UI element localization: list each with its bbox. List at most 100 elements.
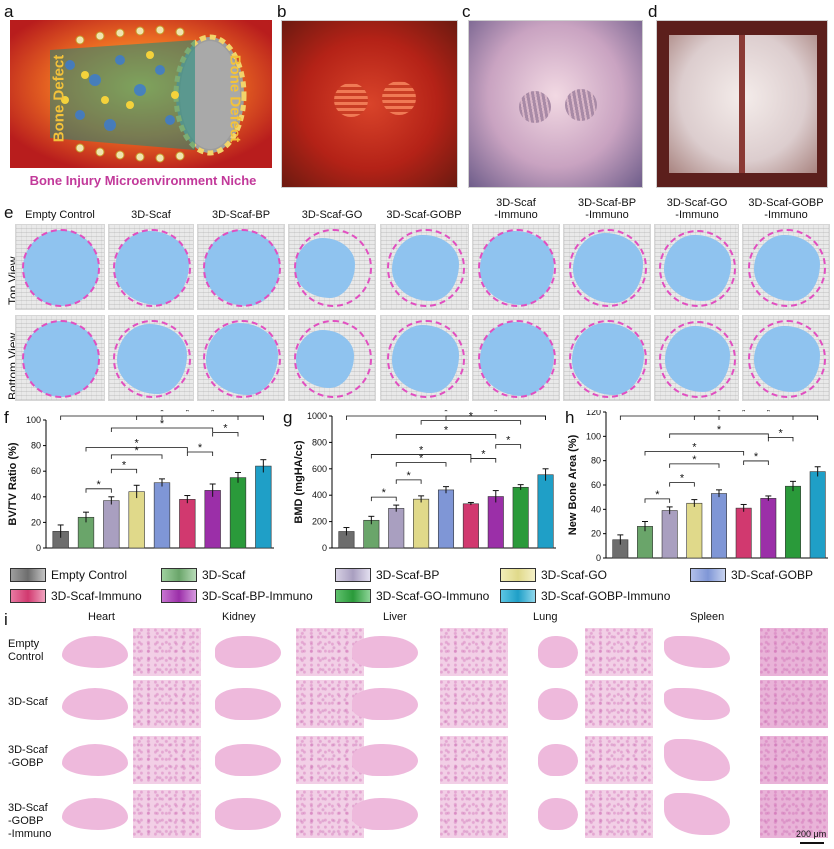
bar xyxy=(179,499,196,549)
histology-magnified-section xyxy=(440,628,508,676)
organ-label-liver: Liver xyxy=(383,611,407,623)
histology-whole-section xyxy=(62,744,128,776)
y-tick-label: 1000 xyxy=(307,411,327,421)
y-tick-label: 100 xyxy=(26,415,41,425)
explanted-skull-photo xyxy=(656,20,828,188)
significance-star: * xyxy=(444,425,449,437)
schematic-bone-niche: Bone Defect Bone Defect Bone Injury Micr… xyxy=(10,20,272,192)
y-tick-label: 20 xyxy=(591,529,601,539)
defect-outline xyxy=(569,229,647,307)
defect-outline xyxy=(386,229,465,307)
organ-label-lung: Lung xyxy=(533,611,558,623)
surgery-photo-implant xyxy=(281,20,458,188)
defect-outline xyxy=(113,229,191,307)
y-tick-label: 40 xyxy=(591,504,601,514)
histology-magnified-section xyxy=(440,790,508,838)
y-tick-label: 60 xyxy=(31,466,41,476)
significance-bracket xyxy=(669,463,720,468)
bar xyxy=(487,496,504,549)
col-label-3d-scaf-bp-immuno: 3D-Scaf-BP -Immuno xyxy=(577,197,637,221)
organ-label-heart: Heart xyxy=(88,611,115,623)
significance-star: * xyxy=(717,424,722,436)
legend-label: 3D-Scaf xyxy=(202,568,246,582)
histology-magnified-section xyxy=(133,628,201,676)
col-label-empty-control: Empty Control xyxy=(25,209,95,221)
histology-whole-section xyxy=(664,688,730,720)
bone-defect-right-label: Bone Defect xyxy=(226,54,244,143)
significance-bracket xyxy=(470,458,497,463)
legend-item: 3D-Scaf-GO xyxy=(500,568,607,582)
defect-outline xyxy=(22,229,100,307)
bar xyxy=(537,474,554,549)
micro-ct-image xyxy=(654,315,739,401)
y-axis-label: BMD (mgHA/cc) xyxy=(293,440,305,523)
legend-swatch xyxy=(335,589,371,603)
legend-swatch xyxy=(10,589,46,603)
significance-star: * xyxy=(469,411,474,423)
histology-magnified-section xyxy=(760,628,828,676)
defect-outline xyxy=(203,320,281,398)
significance-star: * xyxy=(742,410,747,418)
panel-letter-g: g xyxy=(283,408,293,427)
y-tick-label: 120 xyxy=(586,410,601,417)
legend-label: 3D-Scaf-BP-Immuno xyxy=(202,589,313,603)
histology-whole-section xyxy=(352,636,418,668)
histology-whole-section xyxy=(352,688,418,720)
micro-ct-image xyxy=(15,315,105,401)
histology-magnified-section xyxy=(133,680,201,728)
histology-magnified-section xyxy=(296,628,364,676)
histology-magnified-section xyxy=(296,680,364,728)
legend-item: 3D-Scaf-GO-Immuno xyxy=(335,589,489,603)
micro-ct-image xyxy=(742,224,830,310)
y-tick-label: 0 xyxy=(596,553,601,563)
histology-magnified-section xyxy=(440,680,508,728)
micro-ct-image xyxy=(15,224,105,310)
panel-letter-h: h xyxy=(565,408,575,427)
bone-defect-left-label: Bone Defect xyxy=(50,54,68,143)
panel-letter-f: f xyxy=(4,408,9,427)
significance-bracket xyxy=(619,415,819,420)
significance-star: * xyxy=(444,410,449,418)
significance-star: * xyxy=(160,410,165,418)
micro-ct-image xyxy=(380,315,469,401)
bone-niche-caption: Bone Injury Microenvironment Niche xyxy=(29,173,257,188)
defect-outline xyxy=(386,320,465,398)
y-axis-label: BV/TV Ratio (%) xyxy=(7,442,19,525)
histology-magnified-section xyxy=(133,790,201,838)
significance-bracket xyxy=(85,447,188,452)
significance-star: * xyxy=(680,473,685,485)
bar xyxy=(735,507,752,559)
significance-bracket xyxy=(644,498,671,503)
y-tick-label: 600 xyxy=(312,464,327,474)
defect-outline xyxy=(478,320,556,398)
significance-bracket xyxy=(186,451,214,456)
legend-label: 3D-Scaf-GOBP xyxy=(731,568,814,582)
significance-bracket xyxy=(644,451,745,456)
significance-star: * xyxy=(692,454,697,466)
defect-outline xyxy=(113,320,191,398)
significance-star: * xyxy=(122,459,127,471)
panel-letter-a: a xyxy=(4,2,14,21)
defect-outline xyxy=(478,229,556,307)
defect-outline xyxy=(294,320,372,398)
micro-ct-image xyxy=(288,224,376,310)
y-tick-label: 200 xyxy=(312,517,327,527)
histology-magnified-section xyxy=(585,736,653,784)
histology-whole-section xyxy=(215,636,281,668)
defect-outline xyxy=(569,320,647,398)
col-label-3d-scaf-go: 3D-Scaf-GO xyxy=(301,209,363,221)
panel-letter-e: e xyxy=(4,203,14,222)
y-tick-label: 40 xyxy=(31,492,41,502)
significance-bracket xyxy=(346,415,546,420)
panel-letter-d: d xyxy=(648,2,658,21)
histology-whole-section xyxy=(352,798,418,830)
significance-star: * xyxy=(135,438,140,450)
defect-outline xyxy=(748,320,826,398)
significance-star: * xyxy=(185,410,190,418)
legend-label: 3D-Scaf-Immuno xyxy=(51,589,142,603)
histology-whole-section xyxy=(538,798,578,830)
legend-swatch xyxy=(161,568,197,582)
y-tick-label: 0 xyxy=(36,543,41,553)
